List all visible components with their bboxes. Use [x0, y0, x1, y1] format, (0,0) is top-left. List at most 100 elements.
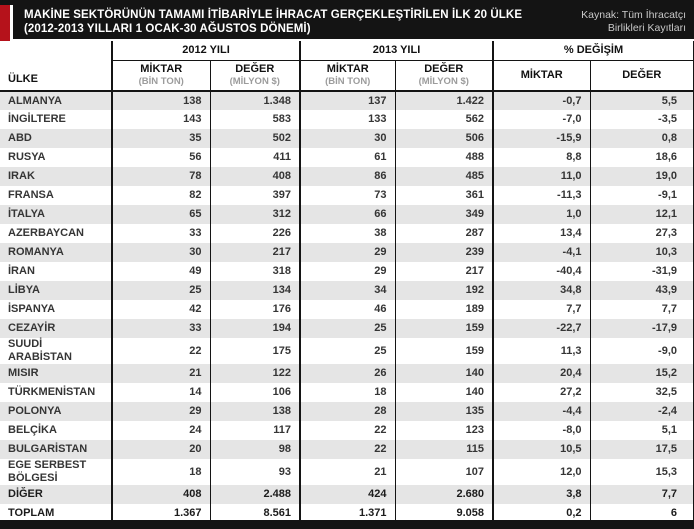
table-row: BULGARİSTAN 20 98 22 115 10,5 17,5: [0, 440, 694, 459]
value-cell: 78: [111, 167, 210, 186]
value-cell: 11,3: [492, 338, 590, 364]
value-cell: 502: [209, 129, 300, 148]
value-cell: 133: [299, 110, 395, 129]
value-cell: -22,7: [492, 319, 590, 338]
value-cell: 506: [394, 129, 493, 148]
country-cell: TOPLAM: [8, 507, 55, 519]
value-cell: 11,0: [492, 167, 590, 186]
value-cell: 5,1: [589, 421, 694, 440]
value-cell: 26: [299, 364, 395, 383]
value-cell: 25: [299, 319, 395, 338]
table-row: ROMANYA 30 217 29 239 -4,1 10,3: [0, 243, 694, 262]
value-cell: 7,7: [589, 300, 694, 319]
value-cell: 107: [394, 459, 493, 485]
value-cell: 8.561: [209, 504, 300, 523]
country-cell: LİBYA: [0, 281, 112, 300]
table-row: İNGİLTERE 143 583 133 562 -7,0 -3,5: [0, 110, 694, 129]
table-row: ABD 35 502 30 506 -15,9 0,8: [0, 129, 694, 148]
value-cell: 19,0: [589, 167, 694, 186]
country-cell: SUUDİ ARABİSTAN: [8, 338, 72, 363]
value-cell: 583: [209, 110, 300, 129]
value-cell: 7,7: [492, 300, 590, 319]
value-cell: 8,8: [492, 148, 590, 167]
table-row: ALMANYA 138 1.348 137 1.422 -0,7 5,5: [0, 91, 694, 110]
value-cell: 12,1: [589, 205, 694, 224]
value-cell: 312: [209, 205, 300, 224]
value-cell: 42: [111, 300, 210, 319]
country-cell: RUSYA: [8, 151, 46, 163]
table-row: RUSYA 56 411 61 488 8,8 18,6: [0, 148, 694, 167]
data-table: ÜLKE 2012 YILI 2013 YILI % DEĞİŞİM MİKTA…: [0, 41, 694, 523]
value-cell: 143: [111, 110, 210, 129]
value-cell: 349: [394, 205, 493, 224]
value-cell: -17,9: [589, 319, 694, 338]
value-cell: 46: [299, 300, 395, 319]
value-cell: 1.371: [299, 504, 395, 523]
value-cell: 1.348: [209, 91, 300, 110]
value-cell: 176: [209, 300, 300, 319]
value-cell: 485: [394, 167, 493, 186]
value-cell: 18: [299, 383, 395, 402]
value-cell: 408: [209, 167, 300, 186]
table-row: İRAN 49 318 29 217 -40,4 -31,9: [0, 262, 694, 281]
column-header-2012-miktar: MİKTAR (BİN TON): [111, 60, 210, 92]
table-row: TÜRKMENİSTAN 14 106 18 140 27,2 32,5: [0, 383, 694, 402]
value-cell: -40,4: [492, 262, 590, 281]
value-cell: 6: [589, 504, 694, 523]
value-cell: 34: [299, 281, 395, 300]
value-cell: 122: [209, 364, 300, 383]
country-cell: İTALYA: [0, 205, 112, 224]
value-cell: 17,5: [589, 440, 694, 459]
value-cell: 562: [394, 110, 493, 129]
value-cell: 318: [209, 262, 300, 281]
table-row: CEZAYİR 33 194 25 159 -22,7 -17,9: [0, 319, 694, 338]
value-cell: 123: [394, 421, 493, 440]
value-cell: -4,4: [492, 402, 590, 421]
value-cell: 2.488: [209, 485, 300, 504]
value-cell: 1,0: [492, 205, 590, 224]
table-row: İSPANYA 42 176 46 189 7,7 7,7: [0, 300, 694, 319]
table-body: ALMANYA 138 1.348 137 1.422 -0,7 5,5 İNGİLTERE 1…: [0, 91, 694, 523]
country-cell: EGE SERBEST BÖLGESİ: [8, 459, 87, 484]
top-black-strip: [0, 0, 694, 5]
country-cell: POLONYA: [0, 402, 112, 421]
value-cell: -15,9: [492, 129, 590, 148]
column-header-row: MİKTAR (BİN TON) DEĞER (MİLYON $) MİKTAR…: [0, 60, 694, 92]
value-cell: 22: [111, 338, 210, 364]
table-row: İTALYA 65 312 66 349 1,0 12,1: [0, 205, 694, 224]
group-header-2013: 2013 YILI: [299, 41, 493, 61]
value-cell: 488: [394, 148, 493, 167]
country-cell: İNGİLTERE: [8, 113, 66, 125]
value-cell: -4,1: [492, 243, 590, 262]
red-accent-bar: [0, 5, 10, 45]
value-cell: 138: [209, 402, 300, 421]
value-cell: 239: [394, 243, 493, 262]
value-cell: 424: [299, 485, 395, 504]
value-cell: -9,1: [589, 186, 694, 205]
value-cell: 21: [111, 364, 210, 383]
country-cell: İSPANYA: [8, 303, 56, 315]
column-header-country: ÜLKE: [0, 41, 112, 92]
country-cell: IRAK: [0, 167, 112, 186]
value-cell: 56: [111, 148, 210, 167]
table-header: ÜLKE 2012 YILI 2013 YILI % DEĞİŞİM MİKTA…: [0, 41, 694, 92]
value-cell: 25: [111, 281, 210, 300]
table-row: IRAK 78 408 86 485 11,0 19,0: [0, 167, 694, 186]
value-cell: 22: [299, 421, 395, 440]
value-cell: 7,7: [589, 485, 694, 504]
value-cell: 9.058: [394, 504, 493, 523]
column-header-change-miktar: MİKTAR: [492, 60, 590, 92]
value-cell: 65: [111, 205, 210, 224]
value-cell: 24: [111, 421, 210, 440]
value-cell: 134: [209, 281, 300, 300]
table-row: AZERBAYCAN 33 226 38 287 13,4 27,3: [0, 224, 694, 243]
value-cell: 1.367: [111, 504, 210, 523]
value-cell: 66: [299, 205, 395, 224]
table-row: POLONYA 29 138 28 135 -4,4 -2,4: [0, 402, 694, 421]
country-cell: MISIR: [0, 364, 112, 383]
value-cell: 1.422: [394, 91, 493, 110]
country-cell: ROMANYA: [0, 243, 112, 262]
value-cell: 28: [299, 402, 395, 421]
value-cell: 43,9: [589, 281, 694, 300]
